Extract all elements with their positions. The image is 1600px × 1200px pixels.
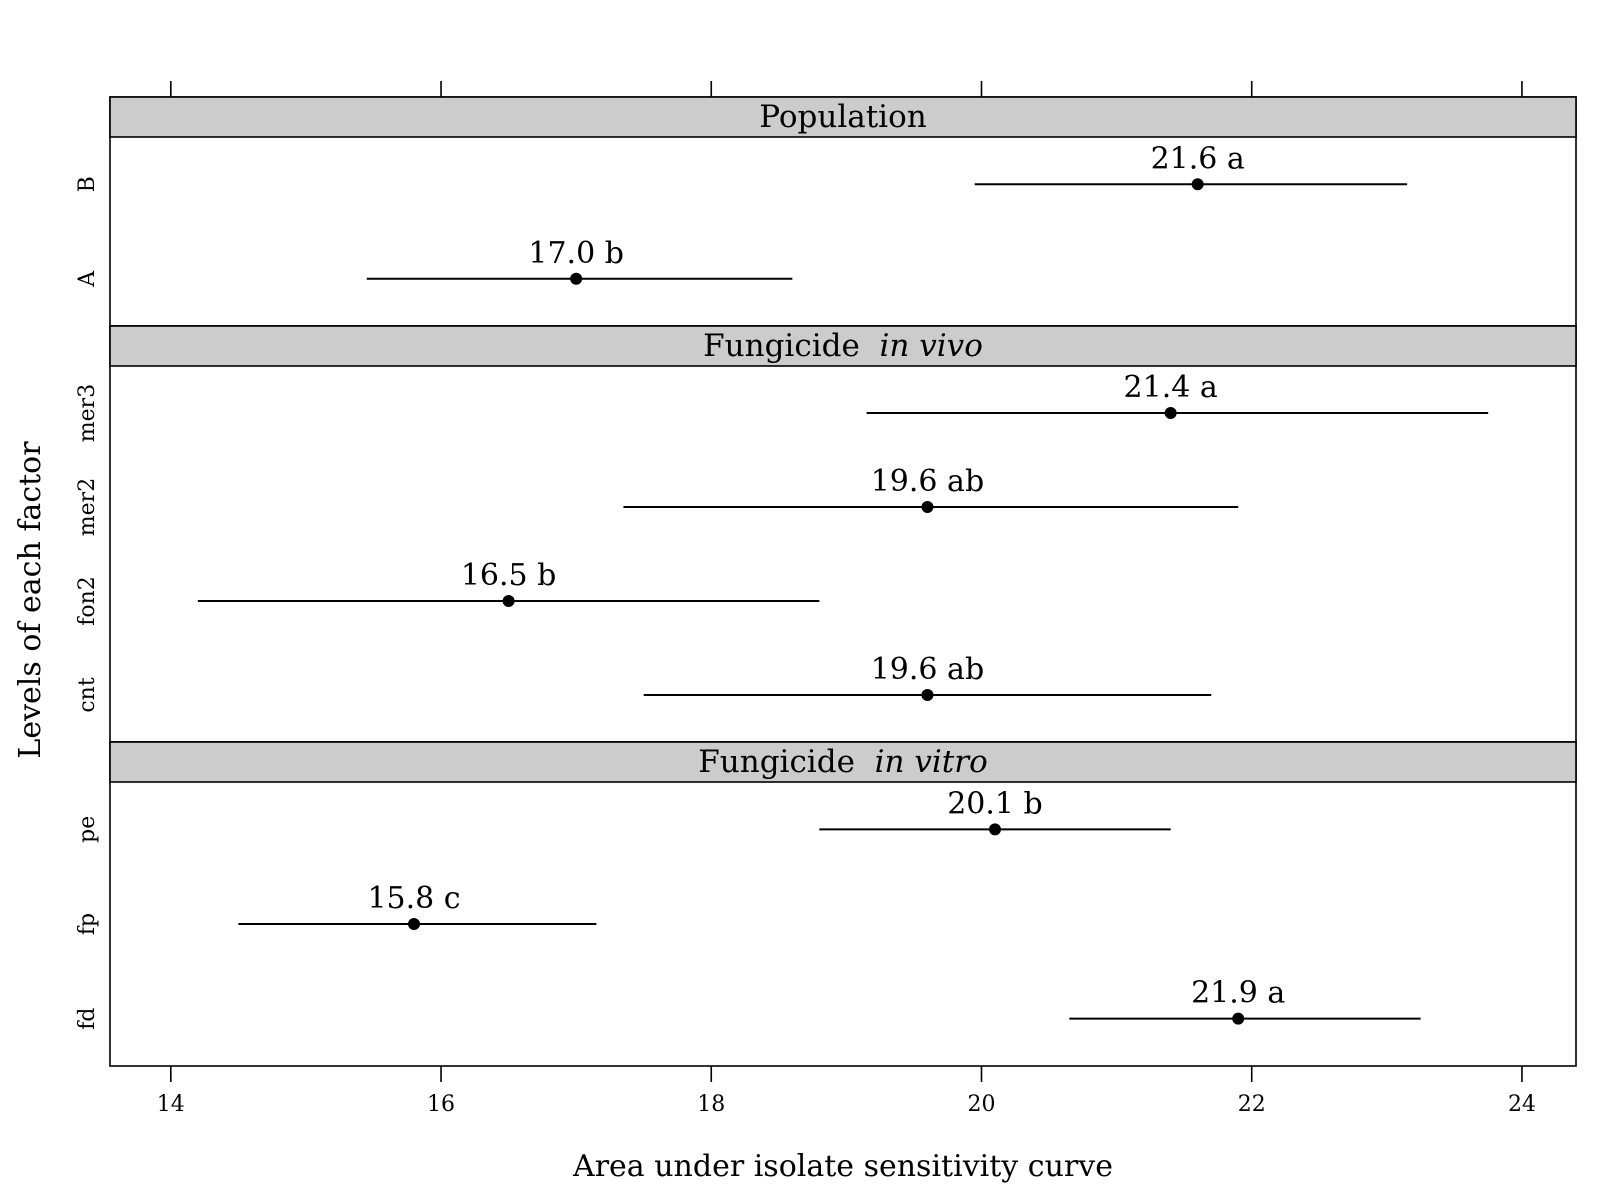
x-tick-label: 14 <box>157 1092 185 1117</box>
panel-title-part: Population <box>759 99 927 135</box>
level-label: fd <box>75 1008 100 1030</box>
panel: Fungicide in vitro fd 21.9 a fp 15.8 c pe 20.1… <box>75 741 1577 1067</box>
mean-point <box>989 823 1002 836</box>
mean-point <box>1232 1012 1245 1025</box>
panel-frame <box>109 741 1577 1067</box>
level-row: mer3 21.4 a <box>75 370 1489 442</box>
x-tick-label: 16 <box>427 1092 455 1117</box>
data-label: 21.4 a <box>1124 370 1218 405</box>
x-tick-label: 20 <box>967 1092 995 1117</box>
mean-point <box>570 272 583 285</box>
level-row: B 21.6 a <box>75 141 1408 192</box>
panel: Fungicide in vivo cnt 19.6 ab fon2 16.5 b mer… <box>75 325 1577 743</box>
panel-title-part: Fungicide <box>698 744 855 780</box>
panel-title: Population <box>759 99 927 135</box>
x-tick-label: 22 <box>1238 1092 1266 1117</box>
level-row: fp 15.8 c <box>75 881 597 935</box>
panel-title-part: in vivo <box>860 328 983 364</box>
mean-point <box>1191 178 1204 191</box>
level-label: cnt <box>75 677 100 712</box>
level-row: cnt 19.6 ab <box>75 652 1212 713</box>
level-label: fp <box>75 913 100 935</box>
data-label: 21.6 a <box>1151 141 1245 176</box>
level-label: B <box>75 176 100 192</box>
x-axis-title: Area under isolate sensitivity curve <box>572 1149 1113 1184</box>
data-label: 15.8 c <box>367 881 460 916</box>
panel-strip <box>109 96 1577 138</box>
panel-title: Fungicide in vivo <box>703 328 983 364</box>
data-label: 20.1 b <box>947 786 1043 821</box>
mean-point <box>502 595 515 607</box>
level-row: fd 21.9 a <box>75 976 1421 1030</box>
level-row: pe 20.1 b <box>75 786 1171 843</box>
data-label: 21.9 a <box>1191 976 1285 1011</box>
mean-point <box>1164 407 1177 419</box>
level-row: fon2 16.5 b <box>75 558 820 626</box>
level-label: mer3 <box>75 384 100 442</box>
mean-point <box>921 689 934 701</box>
mean-point <box>408 918 421 930</box>
panels: Population A 17.0 b B 21.6 a Fungicide in viv… <box>75 96 1577 1067</box>
x-axis: 14 16 18 20 22 24 <box>157 1066 1536 1117</box>
panel: Population A 17.0 b B 21.6 a <box>75 96 1577 327</box>
y-axis-title: Levels of each factor <box>13 441 48 759</box>
x-tick-label: 24 <box>1508 1092 1536 1117</box>
panel-frame <box>109 325 1577 743</box>
mean-point <box>921 501 934 513</box>
level-label: pe <box>75 816 100 843</box>
panel-title-part: Fungicide <box>703 328 860 364</box>
level-row: mer2 19.6 ab <box>75 464 1239 536</box>
x-tick-label: 18 <box>697 1092 725 1117</box>
panel-strip <box>109 741 1577 783</box>
data-label: 19.6 ab <box>871 652 984 687</box>
panel-title: Fungicide in vitro <box>698 744 987 780</box>
level-label: A <box>75 270 100 288</box>
level-label: mer2 <box>75 478 100 536</box>
top-axis-ticks <box>170 81 1523 97</box>
panel-title-part: in vitro <box>855 744 988 780</box>
panel-strip <box>109 325 1577 367</box>
data-label: 19.6 ab <box>871 464 984 499</box>
level-label: fon2 <box>75 576 100 626</box>
data-label: 17.0 b <box>528 236 624 271</box>
data-label: 16.5 b <box>461 558 557 593</box>
level-row: A 17.0 b <box>75 236 793 288</box>
